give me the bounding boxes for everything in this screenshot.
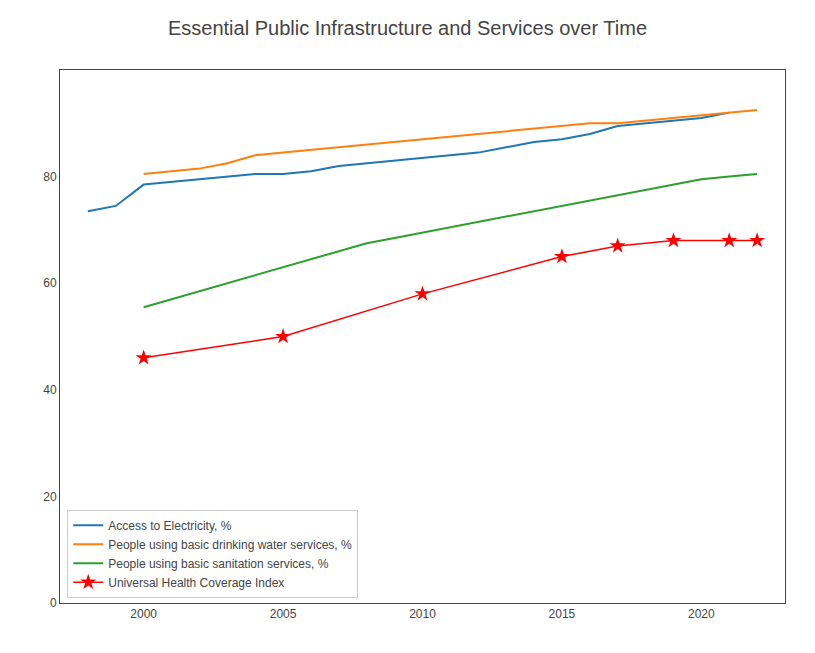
svg-text:Access to Electricity, %: Access to Electricity, % xyxy=(108,519,231,533)
svg-text:2000: 2000 xyxy=(130,607,157,621)
svg-text:People using basic drinking wa: People using basic drinking water servic… xyxy=(108,538,352,552)
svg-text:20: 20 xyxy=(43,490,57,504)
svg-text:0: 0 xyxy=(50,596,57,610)
svg-text:People using basic sanitation: People using basic sanitation services, … xyxy=(108,557,328,571)
svg-text:2005: 2005 xyxy=(270,607,297,621)
svg-text:Universal Health Coverage Inde: Universal Health Coverage Index xyxy=(108,576,284,590)
svg-text:Essential Public Infrastructur: Essential Public Infrastructure and Serv… xyxy=(168,17,647,39)
svg-text:80: 80 xyxy=(43,170,57,184)
svg-text:60: 60 xyxy=(43,276,57,290)
svg-text:2020: 2020 xyxy=(688,607,715,621)
svg-text:2010: 2010 xyxy=(409,607,436,621)
svg-text:2015: 2015 xyxy=(549,607,576,621)
svg-text:40: 40 xyxy=(43,383,57,397)
